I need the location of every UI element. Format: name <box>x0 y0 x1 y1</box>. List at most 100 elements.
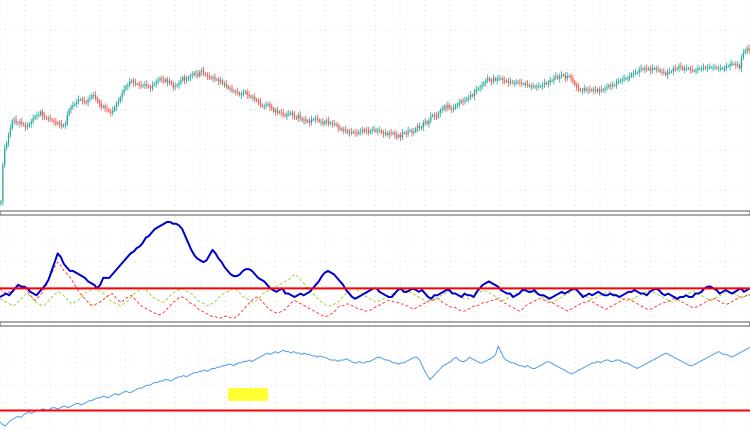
candle <box>365 126 368 135</box>
candle <box>41 108 44 120</box>
candle-body <box>504 80 506 82</box>
candle-body <box>424 121 426 123</box>
highlight-box <box>228 388 268 401</box>
oscillator-series-line[interactable] <box>0 261 750 319</box>
candle <box>718 65 720 73</box>
oscillator-series-line[interactable] <box>0 273 750 307</box>
candle-body <box>138 83 140 85</box>
indicator-series-line[interactable] <box>0 345 750 427</box>
candle <box>701 65 703 73</box>
candle-body <box>405 132 407 134</box>
candle <box>144 81 146 89</box>
candle <box>469 91 472 100</box>
candle-body <box>629 76 631 79</box>
candle-body <box>305 119 307 122</box>
candle-body <box>413 131 415 133</box>
candle <box>47 115 49 123</box>
candle <box>110 108 112 117</box>
candle-body <box>373 129 375 131</box>
candle <box>642 66 644 72</box>
candle-body <box>719 68 722 70</box>
candle-body <box>341 128 343 131</box>
indicator-grid <box>0 327 750 430</box>
candle <box>727 64 729 68</box>
candle <box>28 122 31 128</box>
candle <box>199 70 201 78</box>
candle <box>146 80 148 89</box>
candle-body <box>557 76 559 79</box>
candle-body <box>115 103 118 108</box>
price-pane[interactable] <box>0 0 750 210</box>
candle-body <box>668 71 671 73</box>
candle-body <box>96 98 99 102</box>
candle-body <box>218 79 220 82</box>
candle <box>23 122 25 127</box>
candle <box>691 65 693 74</box>
candle-body <box>587 89 589 91</box>
candle <box>464 96 466 105</box>
candle <box>64 121 67 129</box>
candle <box>112 106 114 116</box>
candle-body <box>324 121 326 124</box>
candle <box>34 114 36 120</box>
candle <box>591 87 593 93</box>
candle <box>231 84 233 94</box>
candle-body <box>396 135 398 138</box>
candle <box>382 130 385 138</box>
candle <box>77 95 80 105</box>
candle <box>416 123 419 133</box>
candle-body <box>433 115 436 117</box>
candle-body <box>659 69 661 72</box>
candle-body <box>322 121 324 124</box>
candle-body <box>538 86 540 88</box>
candle-body <box>699 68 701 70</box>
candle <box>216 77 218 82</box>
price-pane-separator[interactable] <box>0 210 750 216</box>
candle <box>473 88 476 100</box>
candle-body <box>66 115 68 124</box>
candle-body <box>534 86 536 88</box>
candle <box>326 117 328 126</box>
candle <box>528 83 531 88</box>
candle <box>339 124 341 132</box>
candle <box>555 72 557 80</box>
indicator-pane-separator[interactable] <box>0 321 750 327</box>
candle-body <box>746 48 748 51</box>
candle-body <box>365 129 368 131</box>
candle-body <box>271 107 273 109</box>
candle <box>362 126 364 135</box>
candle-body <box>278 111 281 113</box>
oscillator-pane[interactable] <box>0 216 750 320</box>
candle <box>377 127 379 136</box>
candle-body <box>132 80 135 83</box>
candle-body <box>26 126 29 128</box>
candle-body <box>661 71 663 73</box>
candle <box>40 110 42 117</box>
candle <box>140 81 142 89</box>
candle <box>653 66 656 70</box>
candle <box>729 61 731 70</box>
candle-body <box>197 73 199 77</box>
candle-body <box>555 76 557 78</box>
candle <box>420 125 423 130</box>
indicator-pane[interactable] <box>0 327 750 430</box>
candle <box>142 83 144 88</box>
candle-body <box>13 119 15 121</box>
candle <box>509 77 512 86</box>
candle-body <box>212 77 214 79</box>
candle <box>119 95 121 104</box>
candle-body <box>214 77 216 80</box>
candle <box>649 65 652 75</box>
candle <box>106 104 108 113</box>
candle-body <box>149 87 152 89</box>
candle-body <box>737 65 739 66</box>
candle <box>630 72 633 78</box>
candle-body <box>125 86 127 90</box>
candle-body <box>237 91 239 93</box>
candle-body <box>485 80 487 83</box>
candle <box>479 84 481 93</box>
candle <box>498 74 500 82</box>
candle <box>710 65 712 69</box>
oscillator-series-line[interactable] <box>0 221 750 300</box>
candle-body <box>439 110 442 113</box>
